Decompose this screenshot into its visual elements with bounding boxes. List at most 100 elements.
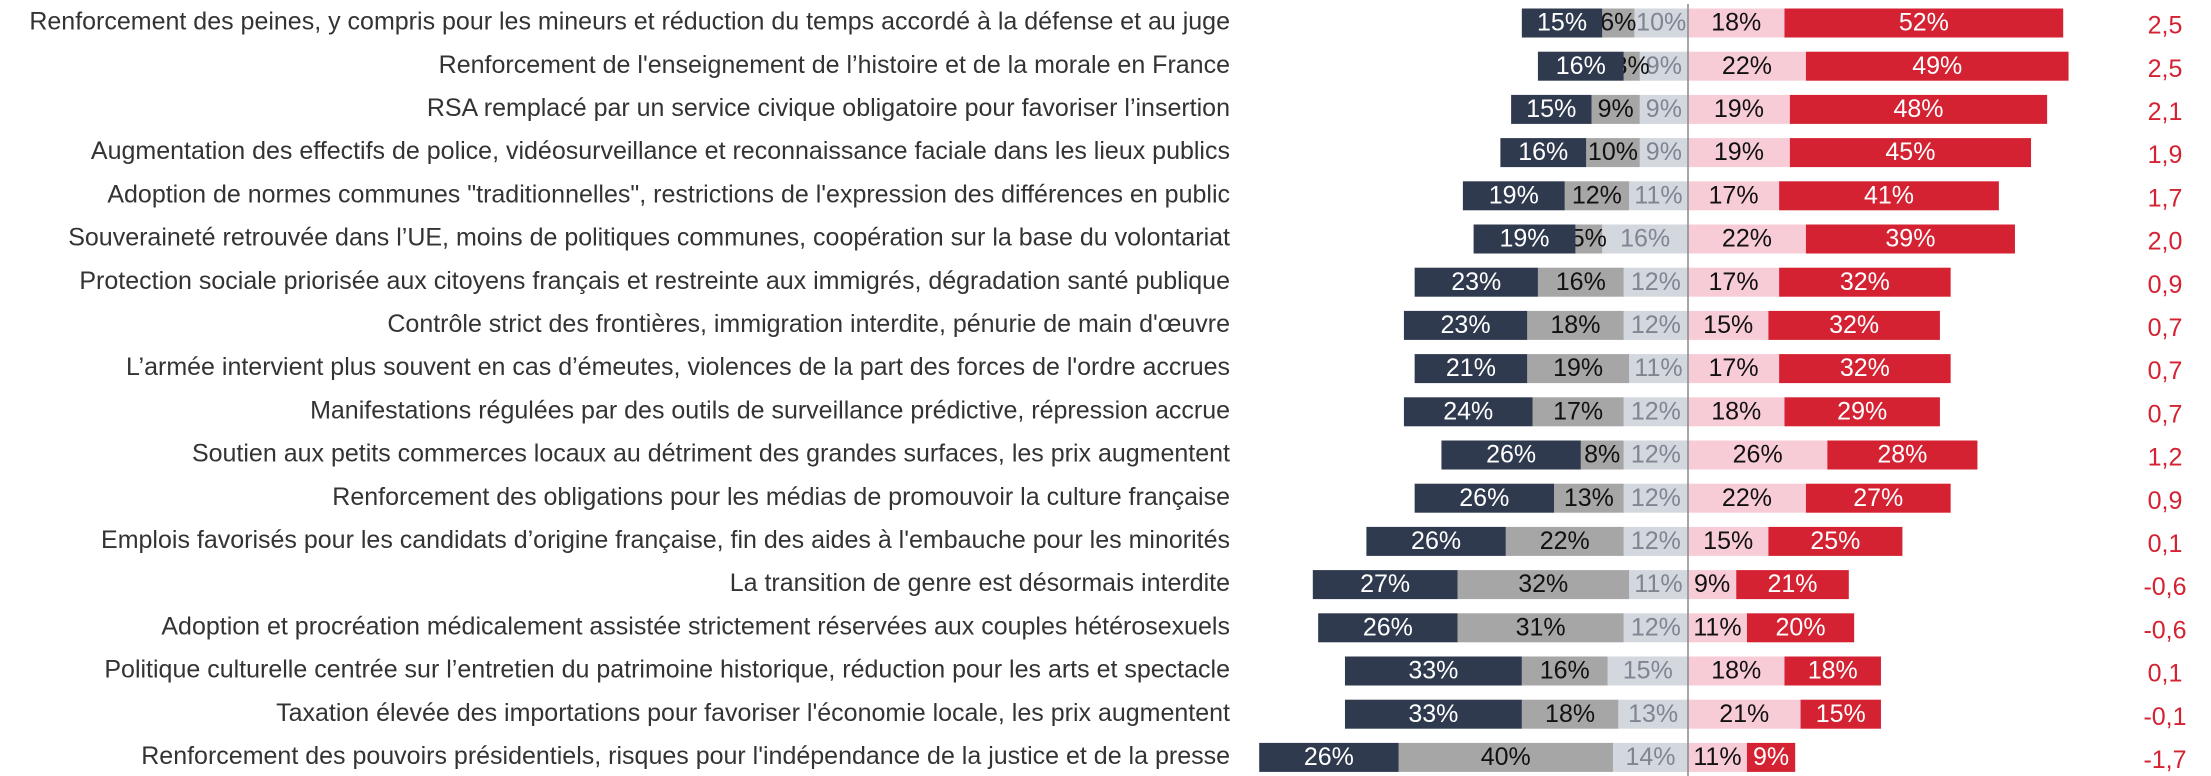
- bar-segment: [1607, 656, 1688, 686]
- value-label: 32%: [1840, 354, 1890, 382]
- value-label: 33%: [1408, 700, 1458, 728]
- bar-segment: [1789, 138, 2032, 168]
- bar-segment: [1688, 138, 1790, 168]
- bar-segment: [1768, 526, 1903, 556]
- bar-segment: [1623, 51, 1640, 81]
- value-label: 19%: [1489, 181, 1539, 209]
- bar-segment: [1623, 397, 1688, 427]
- bar-segment: [1500, 138, 1587, 168]
- value-label: 26%: [1411, 527, 1461, 555]
- value-label: 52%: [1899, 9, 1949, 37]
- row-label: Renforcement de l'enseignement de l’hist…: [439, 51, 1230, 79]
- value-label: 31%: [1516, 613, 1566, 641]
- value-label: 26%: [1363, 613, 1413, 641]
- value-label: 18%: [1550, 311, 1600, 339]
- value-label: 21%: [1446, 354, 1496, 382]
- value-label: 12%: [1631, 268, 1681, 296]
- value-label: 21%: [1767, 570, 1817, 598]
- bar-segment: [1344, 656, 1522, 686]
- bar-segment: [1403, 397, 1533, 427]
- bar-segment: [1688, 570, 1737, 600]
- value-label: 16%: [1620, 225, 1670, 253]
- value-label: 48%: [1893, 95, 1943, 123]
- value-label: 22%: [1722, 225, 1772, 253]
- value-label: 9%: [1598, 95, 1634, 123]
- score: 0,7: [2148, 357, 2183, 385]
- bar-segment: [1527, 310, 1624, 340]
- bar-segment: [1554, 483, 1624, 513]
- score: 1,2: [2148, 444, 2183, 472]
- bar-segment: [1746, 613, 1855, 643]
- row-label: Renforcement des peines, y compris pour …: [29, 8, 1230, 36]
- bar-segment: [1521, 8, 1603, 38]
- value-label: 15%: [1816, 700, 1866, 728]
- value-label: 14%: [1625, 743, 1675, 771]
- value-label: 12%: [1631, 613, 1681, 641]
- value-label: 18%: [1711, 9, 1761, 37]
- bar-segment: [1629, 181, 1688, 211]
- bar-segment: [1344, 699, 1522, 729]
- bar-segment: [1688, 310, 1769, 340]
- value-label: 11%: [1693, 743, 1741, 771]
- value-label: 18%: [1711, 397, 1761, 425]
- score: 0,7: [2148, 314, 2183, 342]
- score: -0,6: [2143, 616, 2186, 644]
- value-label: 29%: [1837, 397, 1887, 425]
- bar-segment: [1521, 656, 1608, 686]
- value-label: 9%: [1646, 52, 1682, 80]
- bar-segment: [1784, 656, 1881, 686]
- value-label: 16%: [1556, 268, 1606, 296]
- value-label: 11%: [1634, 570, 1682, 598]
- value-label: 18%: [1711, 657, 1761, 685]
- value-label: 26%: [1486, 441, 1536, 469]
- row-label: Politique culturelle centrée sur l’entre…: [104, 656, 1230, 684]
- value-label: 8%: [1584, 441, 1620, 469]
- value-label: 12%: [1631, 527, 1681, 555]
- score: 2,1: [2148, 98, 2183, 126]
- bar-segment: [1779, 181, 1999, 211]
- value-label: 12%: [1631, 397, 1681, 425]
- bar-segment: [1789, 94, 2048, 124]
- bar-segment: [1779, 354, 1951, 384]
- value-label: 22%: [1722, 52, 1772, 80]
- value-label: 11%: [1693, 613, 1741, 641]
- score: 0,1: [2148, 660, 2183, 688]
- value-label: 15%: [1537, 9, 1587, 37]
- bar-segment: [1688, 267, 1780, 297]
- value-label: 28%: [1877, 441, 1927, 469]
- value-label: 17%: [1709, 268, 1759, 296]
- value-label: 13%: [1564, 484, 1614, 512]
- value-label: 12%: [1631, 311, 1681, 339]
- row-label: Emplois favorisés pour les candidats d’o…: [101, 526, 1230, 554]
- row-label: Adoption de normes communes "traditionne…: [107, 180, 1230, 208]
- bar-segment: [1414, 354, 1528, 384]
- bar-segment: [1564, 181, 1630, 211]
- bar-segment: [1688, 224, 1806, 254]
- value-label: 32%: [1518, 570, 1568, 598]
- bar-segment: [1736, 570, 1849, 600]
- value-label: 19%: [1714, 138, 1764, 166]
- bar-segment: [1580, 440, 1624, 470]
- score: 2,5: [2148, 55, 2183, 83]
- bar-segment: [1634, 8, 1688, 38]
- bar-segment: [1784, 8, 2064, 38]
- value-label: 16%: [1518, 138, 1568, 166]
- value-label: 5%: [1571, 225, 1607, 253]
- bar-segment: [1612, 742, 1688, 772]
- bar-segment: [1505, 526, 1624, 556]
- bar-segment: [1688, 440, 1828, 470]
- bar-segment: [1805, 51, 2069, 81]
- value-label: 19%: [1499, 225, 1549, 253]
- value-label: 11%: [1634, 181, 1682, 209]
- bar-segment: [1532, 397, 1624, 427]
- value-label: 15%: [1526, 95, 1576, 123]
- value-label: 33%: [1408, 657, 1458, 685]
- value-label: 17%: [1553, 397, 1603, 425]
- bar-segment: [1586, 138, 1640, 168]
- value-label: 10%: [1636, 9, 1686, 37]
- value-label: 17%: [1709, 354, 1759, 382]
- score: 0,9: [2148, 487, 2183, 515]
- bar-segment: [1398, 742, 1613, 772]
- bar-segment: [1688, 94, 1790, 124]
- bar-segment: [1473, 224, 1576, 254]
